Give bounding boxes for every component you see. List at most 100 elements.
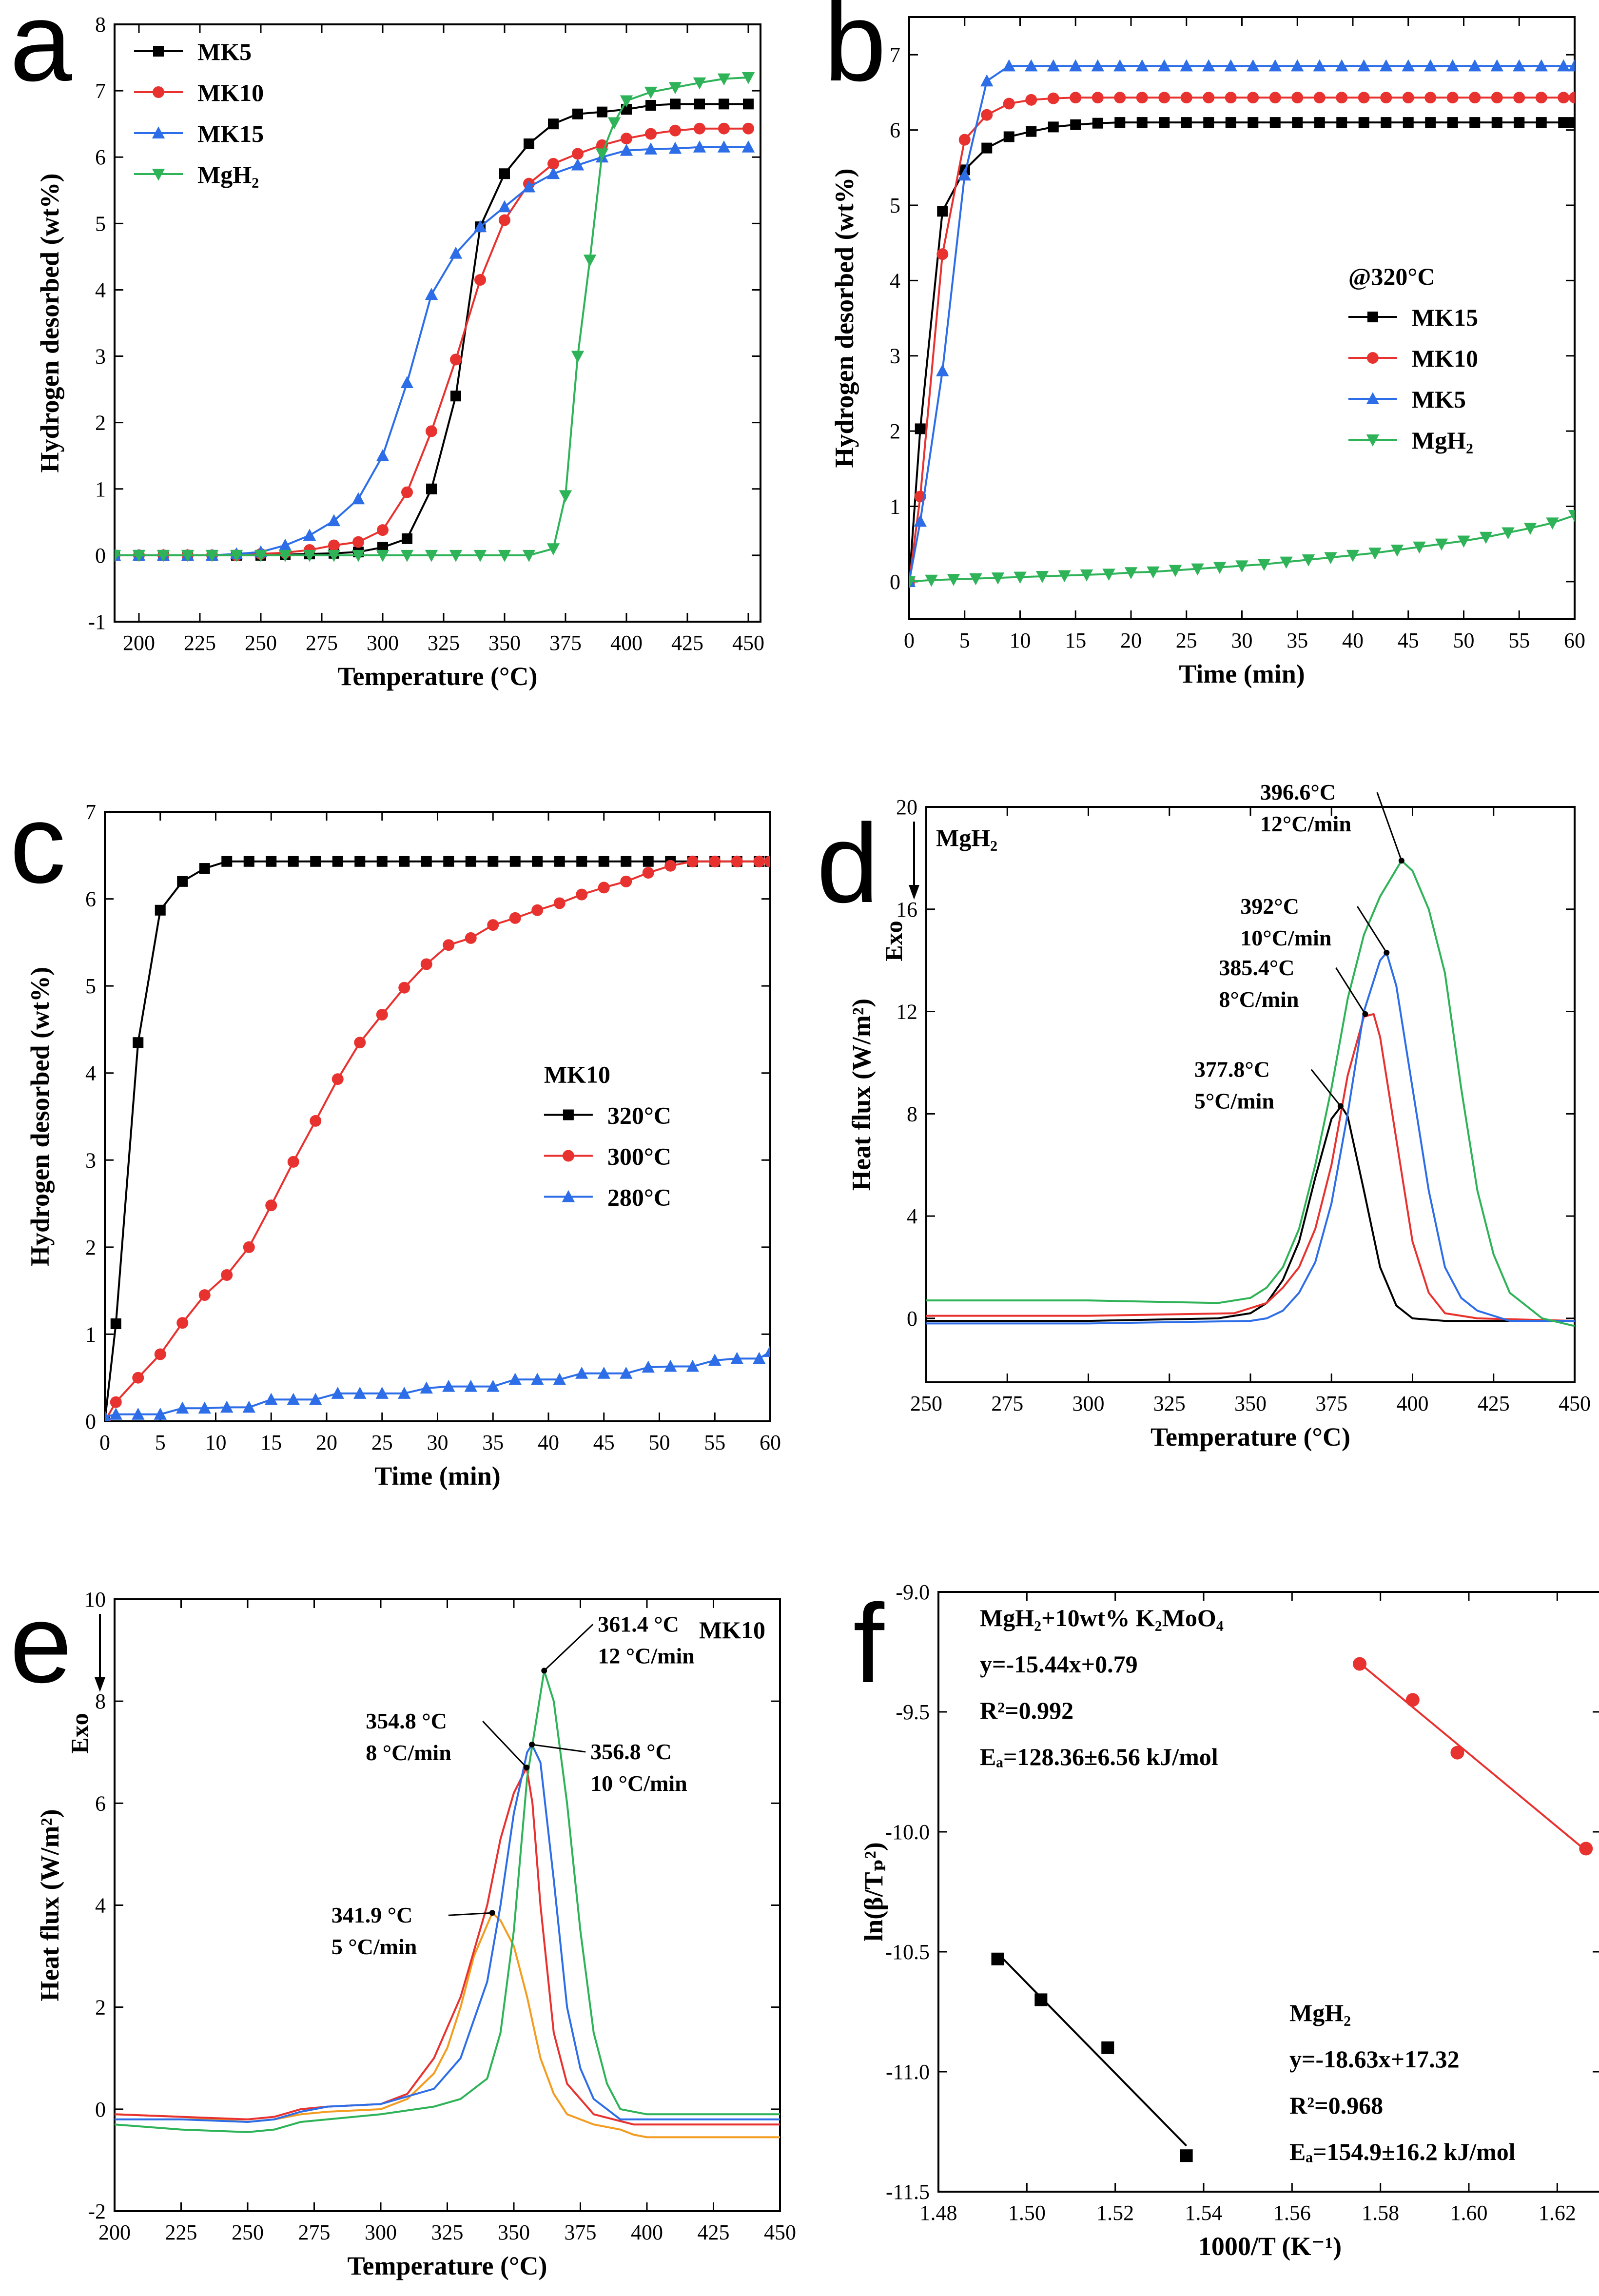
data-point — [1047, 59, 1060, 72]
data-point — [278, 549, 292, 562]
y-tick-label: 2 — [95, 1996, 106, 2020]
data-point — [132, 1407, 145, 1420]
data-point — [1353, 1657, 1367, 1671]
heating-rate: 10°C/min — [1240, 925, 1331, 950]
data-point — [1557, 59, 1570, 72]
series-line-1 — [909, 97, 1575, 582]
data-point — [133, 1037, 144, 1048]
data-point — [1235, 560, 1248, 573]
data-point — [1003, 131, 1014, 142]
heating-rate: 8°C/min — [1219, 987, 1299, 1012]
data-point — [1568, 59, 1575, 72]
x-tick-label: 1.50 — [1008, 2201, 1046, 2225]
peak-temperature: 354.8 °C — [366, 1708, 447, 1733]
data-point — [741, 140, 755, 153]
data-point — [1002, 59, 1015, 72]
x-tick-label: 225 — [165, 2220, 197, 2244]
data-point — [554, 856, 565, 867]
data-point — [155, 904, 166, 916]
annotation-arrow — [1376, 792, 1403, 861]
data-point — [642, 867, 654, 879]
data-point — [1368, 548, 1382, 560]
x-tick-label: 350 — [498, 2220, 530, 2244]
plot-area — [991, 1657, 1593, 2162]
x-tick-label: 15 — [1065, 628, 1086, 652]
y-tick-label: -9.5 — [896, 1700, 930, 1724]
data-point — [327, 514, 341, 527]
data-point — [719, 98, 729, 110]
data-point — [571, 158, 585, 171]
x-tick-label: 300 — [367, 631, 399, 655]
x-tick-label: 25 — [371, 1431, 393, 1454]
data-point — [937, 206, 948, 217]
data-point — [309, 1393, 322, 1405]
data-point — [509, 912, 521, 924]
panel-letter: b — [824, 0, 886, 104]
y-axis-title: Hydrogen desorbed (wt%) — [25, 967, 55, 1266]
data-point — [1069, 59, 1082, 72]
x-tick-label: 20 — [316, 1431, 337, 1454]
y-tick-label: 8 — [95, 1689, 106, 1713]
peak-annotation: 392°C 10°C/min — [1240, 894, 1390, 956]
data-point — [1380, 59, 1393, 72]
data-point — [531, 904, 544, 916]
data-point — [1546, 517, 1559, 530]
data-point — [598, 856, 609, 867]
data-point — [353, 1387, 367, 1399]
series-line-3 — [926, 860, 1575, 1327]
x-tick-label: 45 — [593, 1431, 615, 1454]
data-point — [266, 856, 277, 867]
data-point — [198, 1401, 211, 1414]
data-point — [115, 549, 121, 562]
peak-temperature: 392°C — [1240, 894, 1299, 919]
heating-rate: 5°C/min — [1194, 1089, 1274, 1114]
fit-label-line: MgH₂ — [1289, 1999, 1351, 2026]
data-point — [980, 74, 994, 87]
data-point — [351, 492, 365, 505]
data-point — [1202, 59, 1215, 72]
y-tick-label: 8 — [907, 1102, 917, 1126]
x-tick-label: 300 — [365, 2220, 397, 2244]
peak-annotation: 356.8 °C 10 °C/min — [529, 1739, 687, 1796]
y-tick-label: 6 — [95, 1791, 106, 1815]
data-point — [1435, 538, 1448, 551]
data-point — [1413, 541, 1426, 554]
x-tick-label: 10 — [1010, 628, 1031, 652]
data-point — [1513, 59, 1526, 72]
data-point — [1450, 1746, 1464, 1760]
data-point — [426, 483, 437, 494]
y-tick-label: -11.0 — [886, 2060, 930, 2084]
data-point — [1169, 565, 1182, 577]
x-tick-label: 40 — [538, 1431, 559, 1454]
x-axis-title: Time (min) — [374, 1461, 500, 1491]
data-point — [303, 549, 316, 562]
peak-temperature: 377.8°C — [1194, 1057, 1270, 1082]
data-point — [717, 140, 731, 153]
data-point — [1034, 1993, 1048, 2006]
data-point — [981, 109, 993, 121]
data-point — [1025, 59, 1038, 72]
data-point — [1569, 117, 1575, 128]
series-line-0 — [926, 1105, 1575, 1322]
data-point — [1335, 59, 1348, 72]
data-point — [1268, 59, 1282, 72]
peak-annotation: 377.8°C 5°C/min — [1194, 1057, 1344, 1114]
data-point — [310, 856, 321, 867]
y-tick-label: 6 — [890, 118, 900, 142]
y-tick-label: 0 — [95, 544, 106, 568]
data-point — [1536, 117, 1547, 128]
data-point — [1314, 117, 1325, 128]
data-point — [598, 882, 610, 894]
data-point — [559, 490, 572, 503]
series-line-1 — [115, 1766, 780, 2126]
data-point — [645, 128, 657, 140]
fit-line-0 — [1359, 1662, 1587, 1852]
x-tick-label: 250 — [232, 2220, 264, 2244]
exo-label: Exo — [880, 921, 907, 961]
y-tick-label: -9.0 — [896, 1580, 930, 1604]
data-point — [265, 1199, 277, 1212]
data-point — [1469, 92, 1481, 104]
x-axis-title: Temperature (°C) — [347, 2251, 547, 2280]
peak-annotation: 341.9 °C 5 °C/min — [332, 1903, 495, 1959]
